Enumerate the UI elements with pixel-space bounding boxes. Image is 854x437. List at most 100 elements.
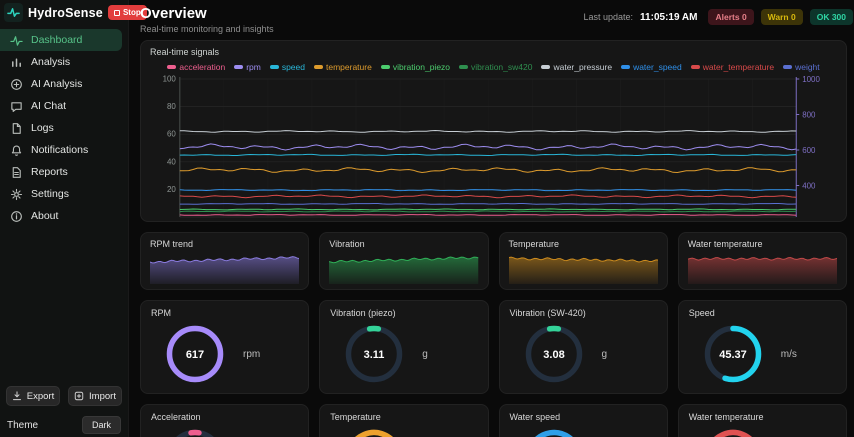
stop-button[interactable]: Stop — [107, 5, 147, 20]
legend-item-vibration_sw420[interactable]: vibration_sw420 — [459, 62, 532, 72]
sidebar-menu: Dashboard Analysis AI Analysis AI Chat Logs N… — [0, 29, 128, 227]
legend-label: water_pressure — [553, 61, 613, 72]
svg-text:400: 400 — [802, 181, 816, 190]
gauge-ring: 3.08 — [525, 325, 582, 383]
bell-icon — [10, 144, 23, 157]
sidebar-item-dashboard[interactable]: Dashboard — [0, 29, 122, 51]
last-update-label: Last update: — [583, 12, 634, 22]
spark-card-rpm-trend: RPM trend — [140, 232, 310, 290]
gauge-ring: 617 — [166, 325, 224, 383]
svg-text:60: 60 — [167, 130, 176, 139]
legend-marker — [621, 64, 631, 69]
gauge-unit: g — [601, 348, 608, 360]
gauge-card-rpm: RPM 617 rpm — [140, 300, 310, 394]
gauge-row: RPM 617 rpm Vibration (piezo) 3.11 g Vibration… — [140, 300, 847, 394]
legend-marker — [541, 64, 551, 69]
legend-label: rpm — [246, 61, 261, 72]
legend-marker — [380, 64, 390, 69]
page-title: Overview — [140, 5, 207, 22]
gauge-card-title: Temperature — [330, 412, 381, 422]
gauge-card-title: Water speed — [509, 412, 561, 422]
gauge-value: 3.08 — [543, 349, 564, 361]
import-button-label: Import — [89, 390, 116, 402]
legend-marker — [167, 64, 177, 69]
legend-item-temperature[interactable]: temperature — [314, 62, 372, 72]
gauge-card-title: Vibration (SW-420) — [509, 308, 586, 318]
legend-item-rpm[interactable]: rpm — [234, 62, 261, 72]
legend-item-weight[interactable]: weight — [783, 62, 820, 72]
gauge-card-speed: Speed 45.37 m/s — [677, 300, 847, 394]
gauge-card-title: Water temperature — [688, 412, 764, 422]
info-icon — [10, 210, 23, 223]
gauge-card-vibration-sw-420-: Vibration (SW-420) 3.08 g — [498, 300, 668, 394]
chart-title: Real-time signals — [150, 47, 220, 57]
legend-marker — [269, 64, 279, 69]
gauge-card-title: Acceleration — [151, 412, 201, 422]
gauge-ring — [525, 429, 582, 437]
gauge-unit: m/s — [780, 348, 797, 360]
theme-toggle-button[interactable]: Dark — [81, 416, 121, 434]
gauge-ring: 3.11 — [346, 325, 403, 383]
activity-icon — [10, 34, 23, 47]
legend-item-speed[interactable]: speed — [269, 62, 305, 72]
spark-card-water-temperature: Water temperature — [677, 232, 847, 290]
svg-text:20: 20 — [167, 185, 176, 194]
import-button[interactable]: Import — [68, 386, 122, 406]
waveform-logo-icon — [7, 8, 20, 17]
sparkline-chart — [150, 256, 300, 284]
badge-warn: Warn 0 — [760, 9, 803, 25]
spark-card-title: Temperature — [508, 239, 560, 249]
sidebar-item-settings[interactable]: Settings — [0, 183, 122, 205]
gauge-card-title: Speed — [688, 308, 715, 318]
gauge-ring — [346, 429, 403, 437]
sidebar-item-label: Dashboard — [31, 34, 83, 46]
svg-text:1000: 1000 — [802, 75, 820, 84]
gauge-card-vibration-piezo-: Vibration (piezo) 3.11 g — [319, 300, 489, 394]
legend-item-vibration_piezo[interactable]: vibration_piezo — [380, 61, 451, 72]
gauge-ring: 45.37 — [704, 325, 761, 383]
sidebar-item-analysis[interactable]: Analysis — [0, 51, 122, 73]
gauge-card-temperature: Temperature — [319, 404, 489, 437]
sidebar-item-ai-chat[interactable]: AI Chat — [0, 95, 122, 117]
spark-card-title: Water temperature — [687, 239, 763, 249]
download-icon — [12, 391, 22, 401]
legend-item-water_temperature[interactable]: water_temperature — [690, 62, 774, 72]
realtime-signals-panel: Real-time signals acceleration rpm speed te… — [140, 40, 847, 222]
gauge-card-water-temperature: Water temperature — [677, 404, 847, 437]
gauge-unit: rpm — [243, 348, 261, 360]
sidebar-item-logs[interactable]: Logs — [0, 117, 122, 139]
sidebar-item-label: Settings — [31, 188, 69, 200]
sidebar-item-label: AI Analysis — [31, 78, 83, 90]
theme-label: Theme — [7, 419, 39, 431]
svg-text:100: 100 — [163, 74, 177, 83]
sparkline-row: RPM trend Vibration Temperature Water tempe… — [140, 232, 847, 290]
export-button[interactable]: Export — [6, 386, 60, 406]
sidebar-item-label: About — [31, 210, 59, 222]
main-header: Overview Real-time monitoring and insigh… — [140, 0, 853, 40]
main-content: Overview Real-time monitoring and insigh… — [129, 0, 854, 437]
brand-title: HydroSense — [28, 5, 103, 20]
sidebar-item-ai-analysis[interactable]: AI Analysis — [0, 73, 122, 95]
gear-icon — [10, 188, 23, 201]
sparkline-chart — [329, 256, 479, 284]
sidebar-item-reports[interactable]: Reports — [0, 161, 122, 183]
legend-label: vibration_piezo — [392, 61, 451, 72]
sidebar-item-about[interactable]: About — [0, 205, 122, 227]
legend-item-water_pressure[interactable]: water_pressure — [541, 62, 612, 72]
status-badges: Alerts 0 Warn 0 OK 300 — [708, 9, 853, 25]
svg-text:80: 80 — [167, 102, 176, 111]
gauge-ring — [704, 429, 761, 437]
stop-button-label: Stop — [122, 8, 141, 17]
legend-item-acceleration[interactable]: acceleration — [167, 62, 225, 72]
ai-icon — [10, 78, 23, 91]
legend-marker — [234, 64, 244, 69]
bottom-gauge-row: Acceleration Temperature Water speed Water … — [140, 404, 847, 437]
svg-text:40: 40 — [167, 157, 176, 166]
spark-card-title: Vibration — [329, 239, 365, 249]
sidebar-item-label: AI Chat — [31, 100, 67, 112]
chat-icon — [10, 100, 23, 113]
sidebar-item-label: Notifications — [31, 144, 89, 156]
legend-label: vibration_sw420 — [471, 61, 533, 72]
sidebar-item-notifications[interactable]: Notifications — [0, 139, 122, 161]
legend-item-water_speed[interactable]: water_speed — [621, 62, 682, 72]
